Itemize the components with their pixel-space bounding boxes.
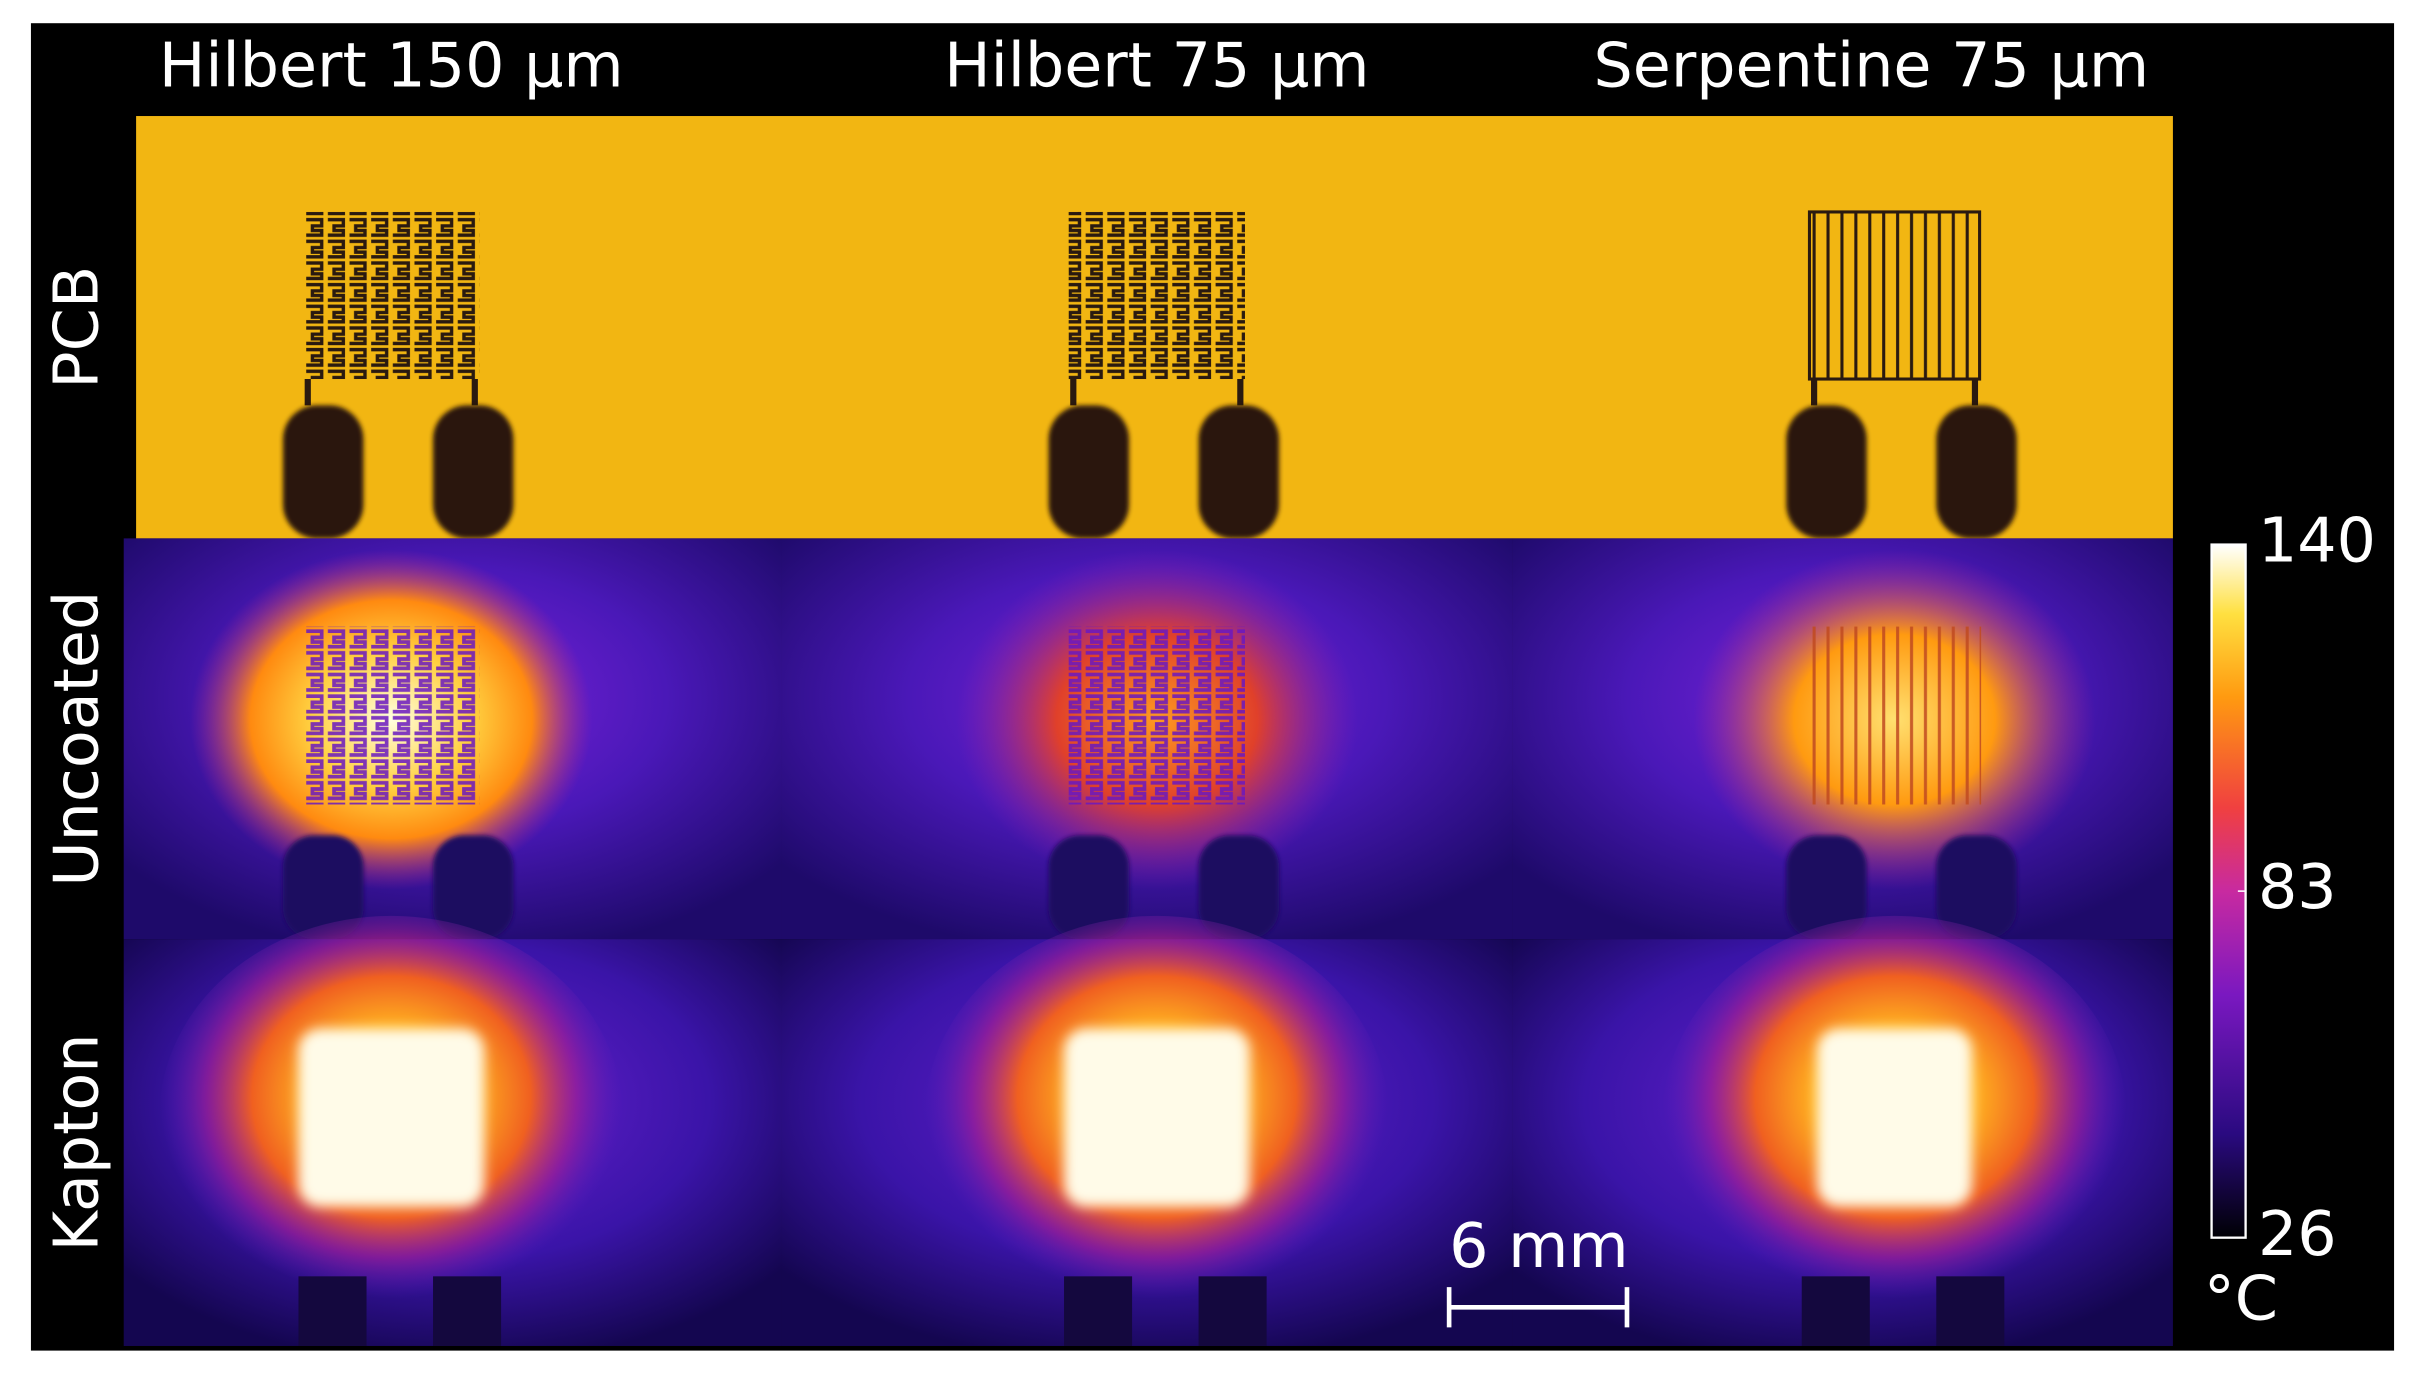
pad [1936, 405, 2017, 539]
serpentine-frame [1807, 210, 1982, 381]
pad [433, 835, 514, 940]
uncoated-thermal [781, 538, 1513, 940]
heater-pattern [1068, 626, 1245, 805]
pad [1198, 1276, 1267, 1346]
pad [283, 405, 364, 539]
leads [304, 379, 478, 406]
kapton-thermal [1512, 915, 2173, 1346]
kapton-thermal [123, 915, 782, 1346]
uncoated-thermal [123, 538, 782, 940]
kapton-thermal [781, 915, 1513, 1346]
pad [1936, 835, 2017, 940]
column-title: Hilbert 150 µm [159, 30, 624, 102]
heater-pattern [1807, 626, 1982, 805]
column-title: Serpentine 75 µm [1594, 30, 2150, 102]
pad [1936, 1276, 2005, 1346]
pad [1801, 1276, 1870, 1346]
column-title: Hilbert 75 µm [944, 30, 1369, 102]
pad [1048, 405, 1129, 539]
heater-pattern [1068, 211, 1245, 380]
leads [1811, 379, 1979, 406]
colorbar-unit: °C [2204, 1263, 2278, 1335]
leads [1070, 379, 1244, 406]
heater-pattern [1809, 211, 1980, 380]
pad [1048, 835, 1129, 940]
pad [298, 1276, 367, 1346]
panels [123, 116, 2173, 1346]
row-label: Uncoated [41, 591, 113, 887]
row-label: Kapton [41, 1034, 113, 1252]
pad [1786, 405, 1867, 539]
pad [1064, 1276, 1133, 1346]
heater-pattern [303, 211, 480, 380]
pcb-device [1786, 210, 2017, 539]
hot-square [1064, 1028, 1250, 1207]
pad [1198, 835, 1280, 940]
uncoated-thermal [1512, 538, 2173, 940]
heater-pattern [303, 626, 480, 805]
pad [1198, 405, 1280, 539]
hot-square [1817, 1028, 1972, 1207]
row-label: PCB [41, 266, 113, 389]
pad [433, 405, 514, 539]
scale-bar [1446, 1287, 1630, 1328]
colorbar-tick-label: 26 [2258, 1198, 2337, 1270]
scale-bar-label: 6 mm [1449, 1210, 1629, 1282]
colorbar-tick-label: 83 [2258, 851, 2337, 923]
colorbar-tick-label: 140 [2258, 505, 2376, 577]
pcb-device [283, 211, 514, 539]
hot-square [298, 1028, 485, 1207]
pad [283, 835, 364, 940]
labels: Hilbert 150 µm Hilbert 75 µm Serpentine 75… [41, 30, 2377, 1335]
pcb-device [1048, 211, 1280, 539]
pad [433, 1276, 502, 1346]
pad [1786, 835, 1867, 940]
